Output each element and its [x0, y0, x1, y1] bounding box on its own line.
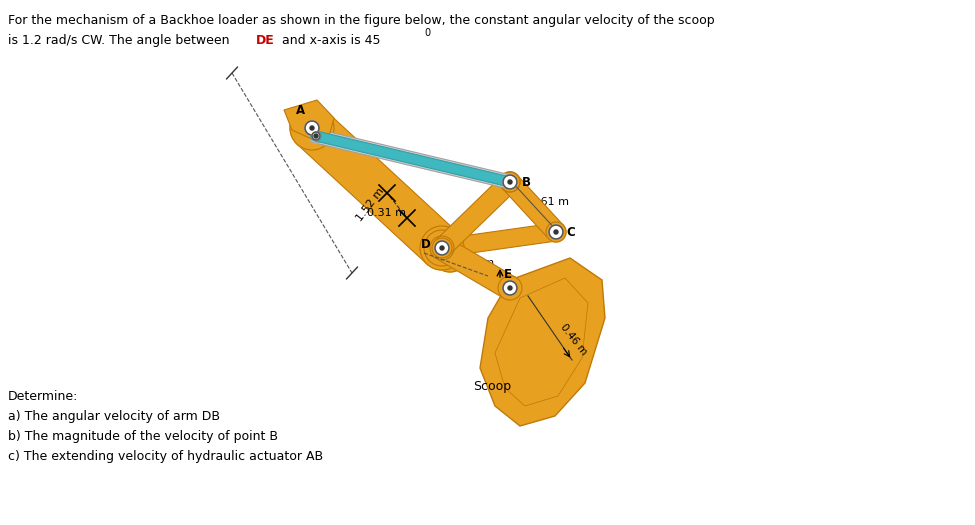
Polygon shape [495, 278, 588, 406]
Polygon shape [503, 175, 564, 239]
Circle shape [290, 106, 334, 150]
Polygon shape [315, 131, 511, 187]
Circle shape [432, 238, 452, 258]
Circle shape [500, 172, 520, 192]
Polygon shape [435, 175, 517, 255]
Polygon shape [314, 129, 512, 189]
Circle shape [500, 172, 520, 192]
Text: DE: DE [256, 34, 275, 47]
Text: 0.31 m: 0.31 m [367, 208, 406, 218]
Circle shape [420, 226, 464, 270]
Text: C: C [566, 226, 574, 238]
Circle shape [430, 236, 454, 260]
Circle shape [508, 286, 512, 290]
Text: For the mechanism of a Backhoe loader as shown in the figure below, the constant: For the mechanism of a Backhoe loader as… [8, 14, 715, 27]
Circle shape [554, 230, 558, 234]
Text: D: D [421, 237, 431, 250]
Circle shape [505, 177, 515, 187]
Circle shape [309, 129, 323, 143]
Text: 0.76 m: 0.76 m [455, 258, 494, 268]
Circle shape [433, 239, 451, 257]
Circle shape [508, 180, 512, 184]
Polygon shape [436, 238, 516, 298]
Text: a) The angular velocity of arm DB: a) The angular velocity of arm DB [8, 410, 220, 423]
Text: 0.61 m: 0.61 m [530, 197, 569, 207]
Circle shape [440, 246, 444, 250]
Circle shape [432, 236, 468, 272]
Text: B: B [522, 175, 531, 188]
Text: b) The magnitude of the velocity of point B: b) The magnitude of the velocity of poin… [8, 430, 278, 443]
Circle shape [302, 116, 338, 152]
Text: Scoop: Scoop [473, 380, 511, 393]
Polygon shape [308, 121, 462, 267]
Text: E: E [504, 268, 512, 280]
Circle shape [547, 223, 565, 241]
Circle shape [549, 225, 563, 239]
Text: 0: 0 [424, 28, 430, 38]
Circle shape [314, 134, 318, 138]
Circle shape [311, 131, 321, 141]
Polygon shape [480, 258, 605, 426]
Circle shape [503, 175, 517, 189]
Text: A: A [295, 103, 304, 117]
Circle shape [424, 230, 460, 266]
Circle shape [503, 175, 517, 189]
Polygon shape [284, 100, 334, 140]
Circle shape [312, 132, 320, 140]
Circle shape [435, 241, 449, 255]
Text: c) The extending velocity of hydraulic actuator AB: c) The extending velocity of hydraulic a… [8, 450, 323, 463]
Circle shape [498, 276, 522, 300]
Circle shape [310, 126, 314, 130]
Polygon shape [297, 112, 457, 264]
Text: and x-axis is 45: and x-axis is 45 [278, 34, 380, 47]
Text: is 1.2 rad/s CW. The angle between: is 1.2 rad/s CW. The angle between [8, 34, 233, 47]
Circle shape [546, 222, 566, 242]
Circle shape [305, 121, 319, 135]
Polygon shape [441, 223, 558, 257]
Circle shape [503, 281, 517, 295]
Text: 0.46 m: 0.46 m [558, 322, 588, 358]
Text: Determine:: Determine: [8, 390, 78, 403]
Text: 1.52 m: 1.52 m [354, 186, 386, 224]
